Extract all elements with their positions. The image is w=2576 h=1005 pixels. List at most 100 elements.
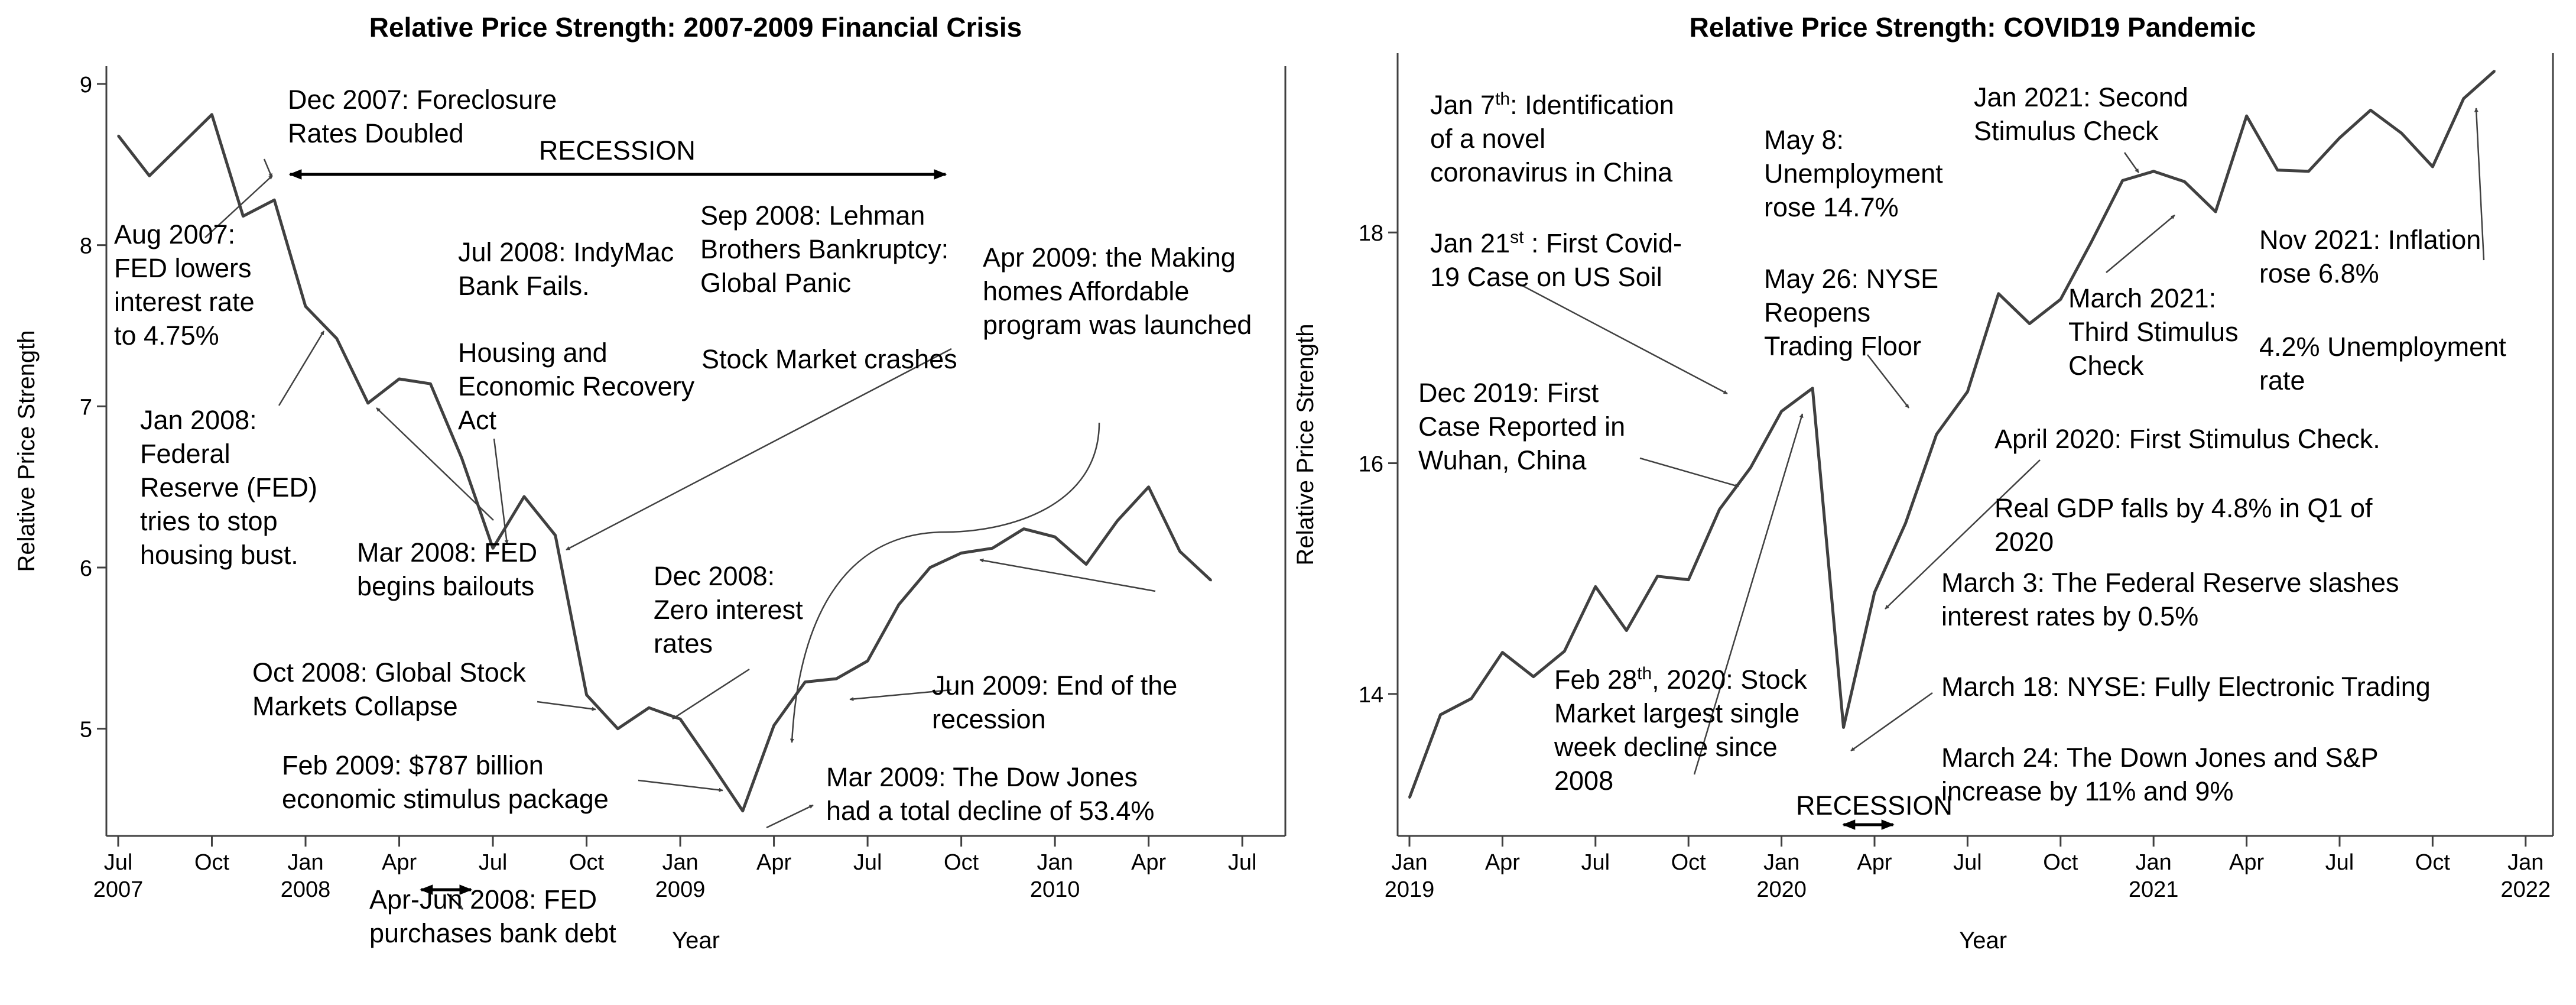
x-tick-label: Jan — [2507, 850, 2543, 875]
data-point — [492, 547, 494, 549]
data-point — [1656, 575, 1659, 578]
annotation-line: rates — [654, 628, 713, 659]
annotation-line: program was launched — [983, 310, 1252, 340]
annotation: Jan 21st : First Covid-19 Case on US Soi… — [1430, 228, 1682, 293]
data-point — [1148, 486, 1150, 488]
x-tick-label: Jul — [104, 850, 133, 875]
annotation-line: Dec 2019: First — [1418, 378, 1599, 408]
annotation-line: rose 14.7% — [1764, 192, 1899, 222]
data-point — [742, 810, 744, 812]
data-point — [773, 724, 775, 727]
annotation: March 3: The Federal Reserve slashesinte… — [1941, 568, 2399, 631]
data-point — [1439, 714, 1441, 716]
data-point — [648, 706, 650, 709]
data-point — [866, 660, 869, 662]
annotation-arrow — [1693, 413, 1804, 775]
data-point — [586, 693, 588, 696]
annotation-line: Jan 2008: — [140, 405, 257, 435]
data-point — [273, 199, 275, 201]
annotation-arrow — [2106, 215, 2175, 273]
series-line — [117, 113, 1213, 813]
annotation: Jul 2008: IndyMac Bank Fails. — [458, 237, 674, 301]
annotation-line: Third Stimulus — [2068, 317, 2239, 347]
annotation-arrow — [1867, 354, 1909, 409]
data-point — [2276, 169, 2279, 171]
annotation: Mar 2009: The Dow Jones had a total decli… — [826, 762, 1154, 826]
annotation-line: Feb 2009: $787 billion — [282, 750, 544, 780]
x-tick-label: Oct — [2043, 850, 2078, 875]
annotation-line: Brothers Bankruptcy: — [700, 234, 948, 264]
annotation-arrow — [672, 668, 750, 720]
data-point — [1408, 796, 1411, 799]
data-point — [2090, 241, 2093, 243]
data-point — [304, 305, 307, 307]
data-point — [2059, 298, 2062, 300]
annotation-arrow — [263, 158, 273, 178]
annotation-line: housing bust. — [140, 540, 298, 570]
annotation-line: May 8: — [1764, 125, 1844, 155]
annotation-line: had a total decline of 53.4% — [826, 796, 1154, 826]
annotation-line: Federal — [140, 439, 230, 469]
data-point — [554, 534, 557, 536]
annotation-line: Nov 2021: Inflation — [2259, 225, 2481, 255]
annotation: March 24: The Down Jones and S&Pincrease… — [1941, 743, 2379, 806]
annotation-line: rate — [2259, 365, 2305, 395]
data-point — [616, 728, 619, 730]
y-tick-label: 16 — [1359, 452, 1383, 477]
annotation: March 18: NYSE: Fully Electronic Trading — [1941, 672, 2431, 702]
x-tick-label: Oct — [1671, 850, 1707, 875]
annotation-line: May 26: NYSE — [1764, 264, 1938, 294]
x-tick-label: Apr — [1485, 850, 1520, 875]
data-point — [1966, 391, 1968, 393]
apr-jun-pointer — [446, 893, 464, 910]
x-tick-year-label: 2019 — [1385, 877, 1435, 902]
data-point — [1843, 726, 1845, 728]
annotation-line: Act — [458, 405, 497, 435]
annotation-line: March 24: The Down Jones and S&P — [1941, 743, 2379, 773]
annotation-line: Bank Fails. — [458, 271, 590, 301]
data-point — [1116, 520, 1119, 522]
data-point — [1625, 630, 1628, 632]
data-point — [117, 134, 119, 137]
data-point — [1178, 550, 1181, 553]
x-tick-label: Jul — [1581, 850, 1610, 875]
data-point — [180, 144, 182, 147]
annotation-line: 19 Case on US Soil — [1430, 262, 1662, 292]
x-tick-label: Oct — [944, 850, 979, 875]
data-point — [1022, 528, 1025, 530]
y-tick-label: 8 — [80, 234, 92, 259]
x-tick-label: Jan — [287, 850, 323, 875]
annotation-superscript: st — [1510, 228, 1524, 247]
annotation-arrow — [566, 348, 952, 551]
data-point — [1719, 508, 1721, 511]
x-tick-label: Apr — [1131, 850, 1166, 875]
annotation-line: coronavirus in China — [1430, 157, 1673, 187]
annotation-line: Markets Collapse — [252, 691, 458, 721]
x-tick-label: Apr — [2229, 850, 2264, 875]
annotation-line: Economic Recovery — [458, 371, 695, 401]
annotation-line: 2008 — [1554, 766, 1613, 796]
x-axis-label: Year — [1959, 928, 2007, 954]
x-tick-year-label: 2010 — [1030, 877, 1080, 902]
y-tick-label: 5 — [80, 718, 92, 743]
chart-title: Relative Price Strength: COVID19 Pandemi… — [1690, 12, 2256, 43]
annotation: Real GDP falls by 4.8% in Q1 of 2020 — [1994, 493, 2373, 557]
data-point — [2122, 179, 2124, 181]
annotation-line: Check — [2068, 351, 2144, 381]
annotation-line: rose 6.8% — [2259, 258, 2379, 288]
x-tick-label: Apr — [382, 850, 417, 875]
annotation-line: 2020 — [1994, 527, 2054, 557]
annotation-line: Dec 2008: — [654, 561, 775, 591]
data-point — [2463, 98, 2465, 100]
annotation-line: increase by 11% and 9% — [1941, 776, 2233, 806]
x-tick-label: Jan — [2136, 850, 2172, 875]
